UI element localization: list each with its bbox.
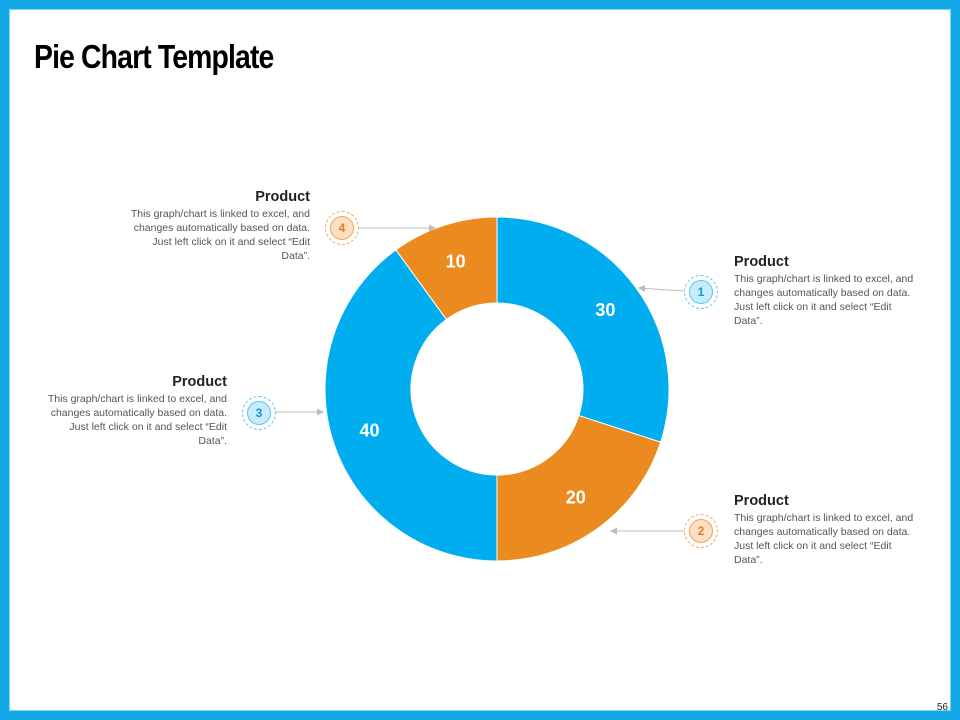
number-badge-2: 2 (689, 519, 713, 543)
callout-title: Product (255, 189, 310, 205)
pie-slice-1[interactable] (496, 216, 670, 443)
callout-description: This graph/chart is linked to excel, and… (130, 208, 310, 262)
pie-slice-4[interactable] (395, 216, 498, 321)
callout-title: Product (172, 374, 227, 390)
pie-slice-2[interactable] (496, 414, 662, 562)
badge-ring-3 (242, 396, 276, 430)
data-label-3: 40 (360, 420, 380, 440)
callout-description: This graph/chart is linked to excel, and… (734, 273, 914, 327)
callout-product-1: Product This graph/chart is linked to ex… (734, 254, 920, 328)
callout-product-2: Product This graph/chart is linked to ex… (734, 493, 920, 567)
data-label-2: 20 (566, 487, 586, 507)
callout-title: Product (734, 493, 789, 509)
callout-description: This graph/chart is linked to excel, and… (47, 393, 227, 447)
page-number: 56 (936, 702, 948, 713)
callout-product-4: Product This graph/chart is linked to ex… (124, 189, 310, 263)
callout-description: This graph/chart is linked to excel, and… (734, 512, 914, 566)
number-badge-4: 4 (330, 216, 354, 240)
callout-product-3: Product This graph/chart is linked to ex… (41, 374, 227, 448)
badge-ring-4 (325, 211, 359, 245)
number-badge-3: 3 (247, 401, 271, 425)
data-label-4: 10 (446, 252, 466, 272)
badge-ring-2 (684, 514, 718, 548)
badge-ring-1 (684, 275, 718, 309)
data-label-1: 30 (595, 300, 615, 320)
page-title: Pie Chart Template (34, 38, 274, 75)
callout-title: Product (734, 254, 789, 270)
number-badge-1: 1 (689, 280, 713, 304)
pie-slice-3[interactable] (324, 249, 498, 562)
connector-arrow-1 (637, 284, 685, 292)
